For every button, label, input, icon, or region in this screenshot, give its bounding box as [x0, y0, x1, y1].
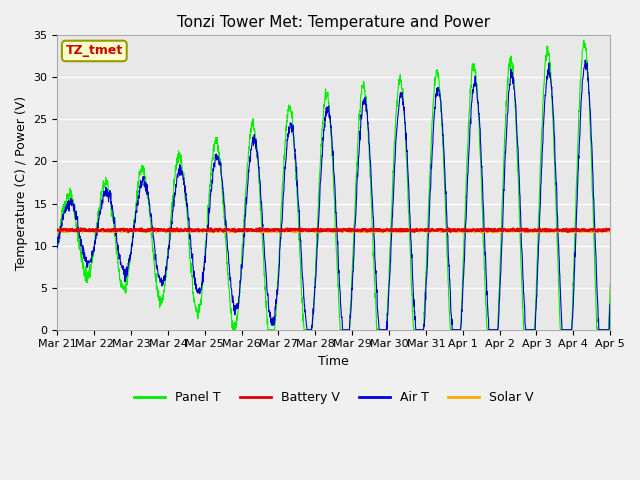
- X-axis label: Time: Time: [318, 355, 349, 368]
- Text: TZ_tmet: TZ_tmet: [66, 45, 123, 58]
- Y-axis label: Temperature (C) / Power (V): Temperature (C) / Power (V): [15, 96, 28, 270]
- Legend: Panel T, Battery V, Air T, Solar V: Panel T, Battery V, Air T, Solar V: [129, 386, 538, 409]
- Title: Tonzi Tower Met: Temperature and Power: Tonzi Tower Met: Temperature and Power: [177, 15, 490, 30]
